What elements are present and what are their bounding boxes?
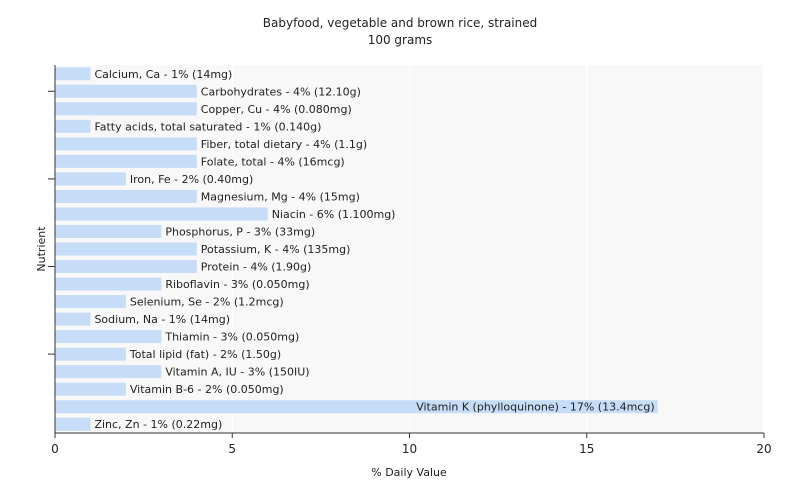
bar (55, 295, 126, 309)
bar-label: Magnesium, Mg - 4% (15mg) (201, 190, 360, 203)
bar (55, 189, 197, 203)
bar (55, 242, 197, 256)
bar-label: Selenium, Se - 2% (1.2mcg) (130, 296, 284, 309)
bar-label: Total lipid (fat) - 2% (1.50g) (129, 348, 281, 361)
bar (55, 347, 126, 361)
bar (55, 365, 162, 379)
bars: Calcium, Ca - 1% (14mg) Carbohydrates - 4… (55, 67, 658, 431)
bar-label: Calcium, Ca - 1% (14mg) (94, 68, 232, 81)
bar (55, 277, 162, 291)
x-axis-label: % Daily Value (371, 466, 447, 479)
bar (55, 417, 91, 431)
bar (55, 224, 162, 238)
x-tick-label: 0 (51, 442, 59, 456)
bar-label: Fiber, total dietary - 4% (1.1g) (201, 138, 367, 151)
bar (55, 154, 197, 168)
bar-label: Fatty acids, total saturated - 1% (0.140… (94, 120, 321, 133)
bar-label: Vitamin K (phylloquinone) - 17% (13.4mcg… (416, 401, 654, 414)
chart-title: Babyfood, vegetable and brown rice, stra… (263, 16, 537, 30)
axes: 0 5 10 15 20 (48, 65, 772, 456)
bar-label: Thiamin - 3% (0.050mg) (164, 331, 299, 344)
bar-label: Vitamin A, IU - 3% (150IU) (165, 366, 309, 379)
bar (55, 400, 658, 414)
bar (55, 330, 162, 344)
bar-label: Sodium, Na - 1% (14mg) (94, 313, 230, 326)
bar (55, 207, 268, 221)
bar (55, 260, 197, 274)
bar-label: Protein - 4% (1.90g) (201, 261, 312, 274)
bar-label: Copper, Cu - 4% (0.080mg) (201, 103, 352, 116)
bar (55, 84, 197, 98)
bar (55, 102, 197, 116)
x-tick-label: 5 (228, 442, 236, 456)
bar-label: Niacin - 6% (1.100mg) (272, 208, 396, 221)
bar (55, 312, 91, 326)
bar-label: Carbohydrates - 4% (12.10g) (201, 85, 361, 98)
bar (55, 382, 126, 396)
bar (55, 67, 91, 81)
bar (55, 172, 126, 186)
x-tick-label: 15 (579, 442, 594, 456)
grid-lines (231, 65, 765, 433)
bar-label: Potassium, K - 4% (135mg) (201, 243, 351, 256)
bar-label: Folate, total - 4% (16mcg) (201, 155, 345, 168)
bar-label: Riboflavin - 3% (0.050mg) (165, 278, 309, 291)
bar-label: Phosphorus, P - 3% (33mg) (165, 225, 315, 238)
bar-label: Zinc, Zn - 1% (0.22mg) (94, 418, 222, 431)
bar-label: Vitamin B-6 - 2% (0.050mg) (130, 383, 284, 396)
y-axis-label: Nutrient (35, 226, 48, 272)
bar-label: Iron, Fe - 2% (0.40mg) (130, 173, 253, 186)
chart-subtitle: 100 grams (368, 33, 433, 47)
x-tick-label: 20 (756, 442, 771, 456)
bar (55, 119, 91, 133)
x-tick-label: 10 (402, 442, 417, 456)
bar (55, 137, 197, 151)
